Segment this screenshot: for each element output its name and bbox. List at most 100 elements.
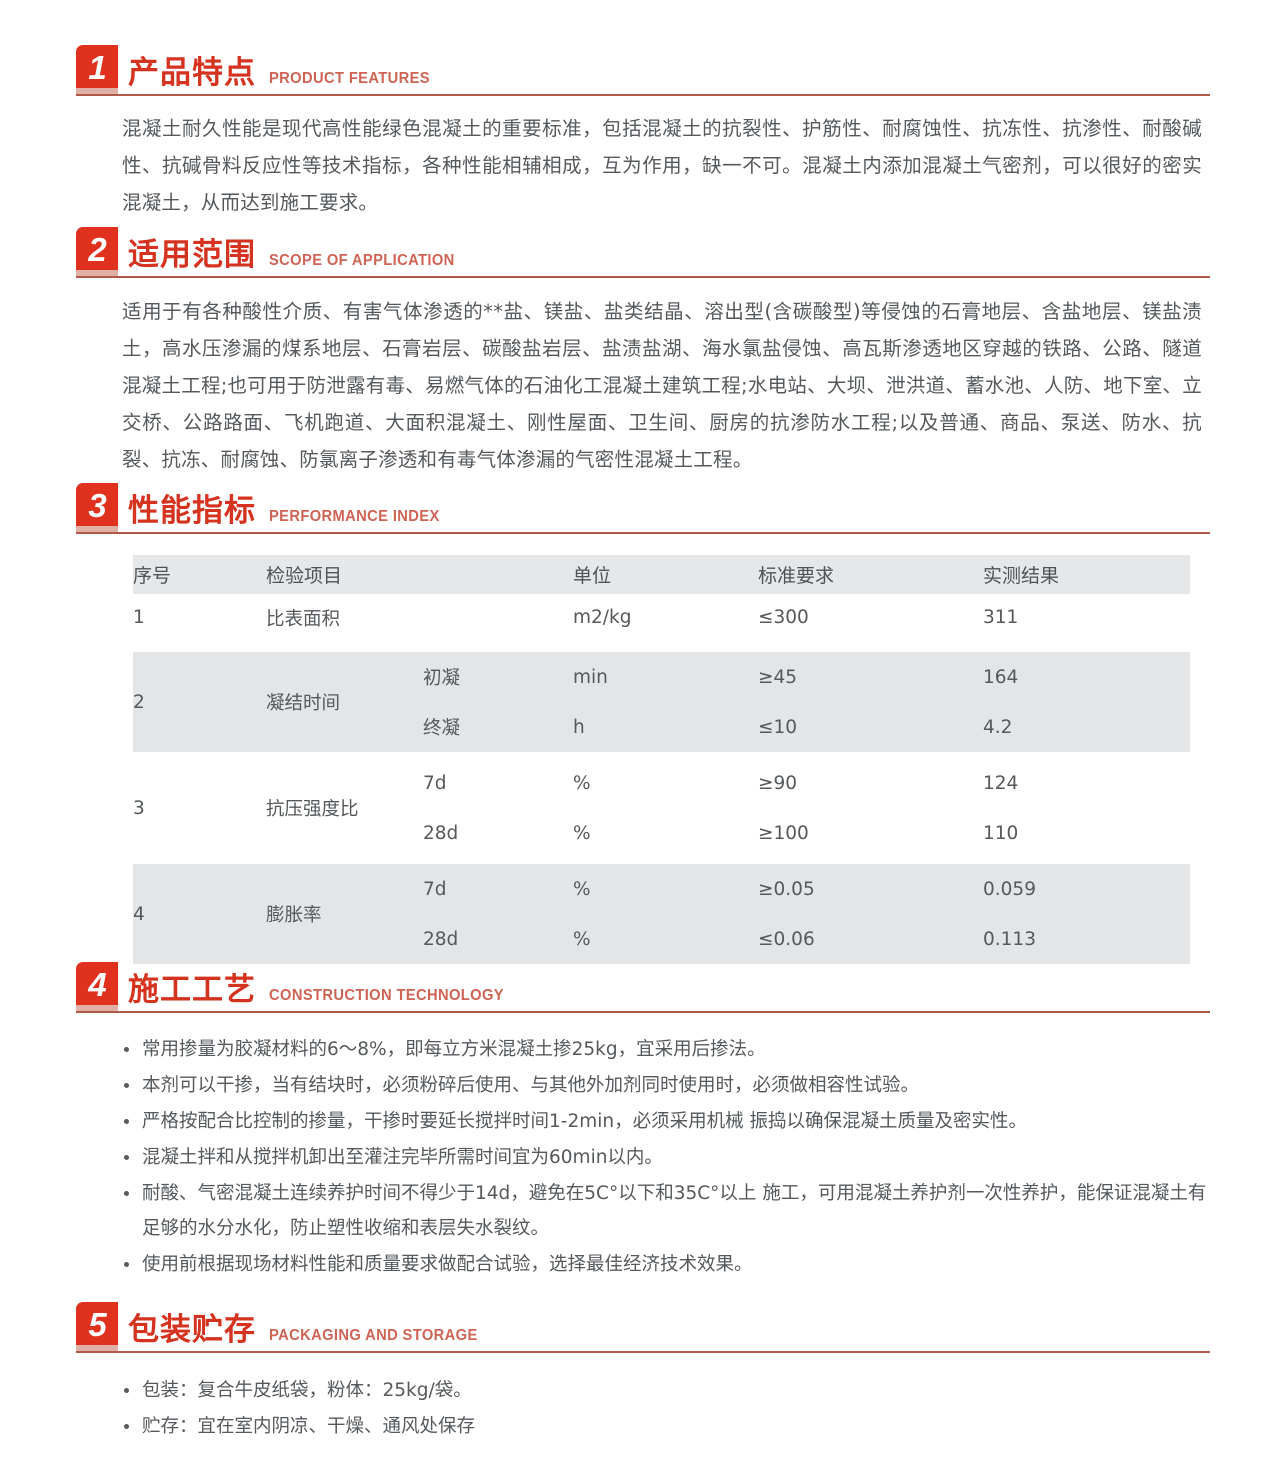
table-row: 1 比表面积 m2/kg ≤300 311 bbox=[133, 594, 1191, 641]
bullet-dot-icon bbox=[124, 1388, 129, 1393]
list-item-text: 贮存：宜在室内阴凉、干燥、通风处保存 bbox=[142, 1416, 476, 1437]
section-title-en: PACKAGING AND STORAGE bbox=[269, 1327, 478, 1344]
cell-result: 164 bbox=[983, 666, 1019, 688]
section-number-badge: 3 bbox=[76, 483, 118, 528]
section-paragraph: 混凝土耐久性能是现代高性能绿色混凝土的重要标准，包括混凝土的抗裂性、护筋性、耐腐… bbox=[122, 117, 1202, 214]
section-divider-rule bbox=[76, 1005, 1210, 1013]
cell-result: 311 bbox=[983, 607, 1019, 628]
cell-unit: % bbox=[573, 928, 591, 950]
section-title-en: SCOPE OF APPLICATION bbox=[269, 252, 455, 269]
bullet-dot-icon bbox=[124, 1262, 129, 1267]
cell-subitem: 28d bbox=[423, 928, 459, 950]
section-number-badge: 1 bbox=[76, 45, 118, 90]
section-number-badge: 4 bbox=[76, 962, 118, 1007]
cell-result: 0.113 bbox=[983, 928, 1036, 950]
column-header-standard: 标准要求 bbox=[758, 565, 835, 587]
cell-standard: ≥45 bbox=[758, 666, 798, 688]
section-title-en: PRODUCT FEATURES bbox=[269, 70, 430, 87]
section-paragraph: 适用于有各种酸性介质、有害气体渗透的**盐、镁盐、盐类结晶、溶出型(含碳酸型)等… bbox=[122, 300, 1202, 471]
cell-subitem: 初凝 bbox=[423, 668, 461, 689]
section-title-cn: 产品特点 bbox=[128, 55, 256, 91]
list-item-text: 本剂可以干掺，当有结块时，必须粉碎后使用、与其他外加剂同时使用时，必须做相容性试… bbox=[142, 1075, 920, 1096]
list-item: 耐酸、气密混凝土连续养护时间不得少于14d，避免在5C°以下和35C°以上 施工… bbox=[122, 1176, 1210, 1246]
cell-result: 110 bbox=[983, 822, 1019, 844]
table-row: 3 抗压强度比 7d % ≥90 124 bbox=[133, 758, 1191, 820]
cell-unit: % bbox=[573, 878, 591, 900]
performance-index-table: 序号 检验项目 单位 标准要求 实测结果 1 比表面积 m2/kg ≤300 3… bbox=[133, 555, 1191, 964]
bullet-dot-icon bbox=[124, 1424, 129, 1429]
cell-standard: ≥90 bbox=[758, 772, 798, 794]
cell-standard: ≥0.05 bbox=[758, 878, 815, 900]
section-title-cn: 包装贮存 bbox=[128, 1312, 256, 1348]
list-item-text: 混凝土拌和从搅拌机卸出至灌注完毕所需时间宜为60min以内。 bbox=[142, 1147, 663, 1168]
performance-table-wrapper: 序号 检验项目 单位 标准要求 实测结果 1 比表面积 m2/kg ≤300 3… bbox=[0, 555, 1280, 964]
cell-unit: m2/kg bbox=[573, 607, 632, 628]
section-header: 1 产品特点 PRODUCT FEATURES bbox=[0, 40, 1280, 98]
cell-subitem: 终凝 bbox=[423, 718, 461, 739]
cell-unit: % bbox=[573, 822, 591, 844]
list-item-text: 严格按配合比控制的掺量，干掺时要延长搅拌时间1-2min，必须采用机械 振捣以确… bbox=[142, 1111, 1027, 1132]
cell-item: 抗压强度比 bbox=[266, 799, 359, 820]
cell-standard: ≤10 bbox=[758, 716, 798, 738]
section-title-en: CONSTRUCTION TECHNOLOGY bbox=[269, 987, 504, 1004]
section-divider-rule bbox=[76, 526, 1210, 534]
table-spacer-row bbox=[133, 641, 1191, 652]
cell-item: 比表面积 bbox=[266, 608, 341, 630]
list-item: 使用前根据现场材料性能和质量要求做配合试验，选择最佳经济技术效果。 bbox=[122, 1247, 1210, 1282]
section-header: 5 包装贮存 PACKAGING AND STORAGE bbox=[0, 1297, 1280, 1355]
column-header-unit: 单位 bbox=[573, 565, 612, 587]
table-row: 2 凝结时间 初凝 min ≥45 164 bbox=[133, 652, 1191, 714]
list-item: 严格按配合比控制的掺量，干掺时要延长搅拌时间1-2min，必须采用机械 振捣以确… bbox=[122, 1104, 1210, 1139]
cell-index: 3 bbox=[133, 797, 145, 819]
column-header-item: 检验项目 bbox=[266, 565, 343, 587]
cell-index: 2 bbox=[133, 691, 145, 713]
section-divider-rule bbox=[76, 270, 1210, 278]
list-item: 包装：复合牛皮纸袋，粉体：25kg/袋。 bbox=[122, 1373, 1210, 1408]
section-number-badge: 5 bbox=[76, 1302, 118, 1347]
cell-item: 凝结时间 bbox=[266, 693, 341, 714]
section-title-group: 产品特点 PRODUCT FEATURES bbox=[128, 47, 444, 98]
section-scope-of-application: 2 适用范围 SCOPE OF APPLICATION 适用于有各种酸性介质、有… bbox=[0, 222, 1280, 478]
section-header: 2 适用范围 SCOPE OF APPLICATION bbox=[0, 222, 1280, 280]
cell-item: 膨胀率 bbox=[266, 905, 322, 926]
list-item-text: 常用掺量为胶凝材料的6～8%，即每立方米混凝土掺25kg，宜采用后掺法。 bbox=[142, 1039, 766, 1060]
cell-subitem: 7d bbox=[423, 878, 447, 900]
list-item: 混凝土拌和从搅拌机卸出至灌注完毕所需时间宜为60min以内。 bbox=[122, 1140, 1210, 1175]
column-header-index: 序号 bbox=[133, 565, 172, 587]
cell-standard: ≤0.06 bbox=[758, 928, 815, 950]
column-header-result: 实测结果 bbox=[983, 565, 1060, 587]
cell-index: 4 bbox=[133, 903, 145, 925]
section-number-badge: 2 bbox=[76, 227, 118, 272]
section-divider-rule bbox=[76, 88, 1210, 96]
table-header-row: 序号 检验项目 单位 标准要求 实测结果 bbox=[133, 555, 1191, 594]
section-title-group: 适用范围 SCOPE OF APPLICATION bbox=[128, 229, 471, 280]
list-item-text: 使用前根据现场材料性能和质量要求做配合试验，选择最佳经济技术效果。 bbox=[142, 1254, 753, 1275]
cell-unit: h bbox=[573, 716, 585, 738]
section-title-group: 性能指标 PERFORMANCE INDEX bbox=[128, 485, 454, 536]
list-item: 本剂可以干掺，当有结块时，必须粉碎后使用、与其他外加剂同时使用时，必须做相容性试… bbox=[122, 1068, 1210, 1103]
cell-index: 1 bbox=[133, 607, 145, 628]
table-row: 4 膨胀率 7d % ≥0.05 0.059 bbox=[133, 864, 1191, 926]
section-packaging-and-storage: 5 包装贮存 PACKAGING AND STORAGE 包装：复合牛皮纸袋，粉… bbox=[0, 1297, 1280, 1445]
cell-standard: ≤300 bbox=[758, 607, 809, 628]
section-performance-index: 3 性能指标 PERFORMANCE INDEX 序号 检验项目 单位 标准要求 bbox=[0, 478, 1280, 964]
table-spacer-row bbox=[133, 858, 1191, 864]
construction-bullet-list: 常用掺量为胶凝材料的6～8%，即每立方米混凝土掺25kg，宜采用后掺法。 本剂可… bbox=[0, 1032, 1280, 1282]
section-title-en: PERFORMANCE INDEX bbox=[269, 508, 440, 525]
table-spacer-row bbox=[133, 752, 1191, 758]
cell-unit: min bbox=[573, 666, 608, 688]
bullet-dot-icon bbox=[124, 1083, 129, 1088]
packaging-bullet-list: 包装：复合牛皮纸袋，粉体：25kg/袋。 贮存：宜在室内阴凉、干燥、通风处保存 bbox=[0, 1373, 1280, 1444]
cell-result: 0.059 bbox=[983, 878, 1036, 900]
cell-standard: ≥100 bbox=[758, 822, 809, 844]
bullet-dot-icon bbox=[124, 1155, 129, 1160]
section-title-cn: 施工工艺 bbox=[128, 972, 256, 1008]
section-product-features: 1 产品特点 PRODUCT FEATURES 混凝土耐久性能是现代高性能绿色混… bbox=[0, 40, 1280, 221]
bullet-dot-icon bbox=[124, 1119, 129, 1124]
cell-subitem: 7d bbox=[423, 772, 447, 794]
section-construction-technology: 4 施工工艺 CONSTRUCTION TECHNOLOGY 常用掺量为胶凝材料… bbox=[0, 957, 1280, 1283]
section-title-group: 施工工艺 CONSTRUCTION TECHNOLOGY bbox=[128, 964, 524, 1015]
cell-unit: % bbox=[573, 772, 591, 794]
section-header: 4 施工工艺 CONSTRUCTION TECHNOLOGY bbox=[0, 957, 1280, 1015]
